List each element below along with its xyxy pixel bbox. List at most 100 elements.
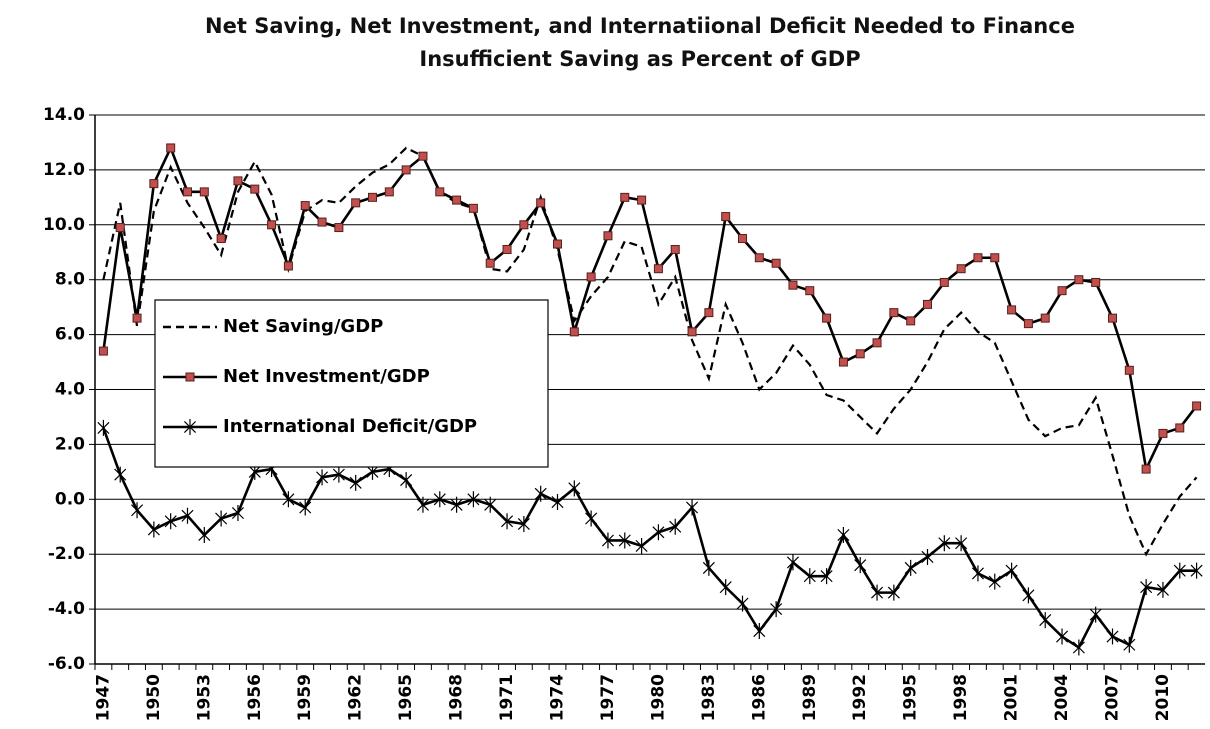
marker [317,217,327,227]
marker [721,212,731,222]
marker [955,535,968,552]
marker [484,496,497,513]
marker [786,554,799,571]
y-tick-label: 2.0 [55,434,85,454]
x-tick-label: 1947 [93,674,113,721]
marker [973,253,983,263]
marker [181,507,194,524]
marker [938,535,951,552]
y-tick-label: -4.0 [48,599,85,619]
marker [1141,464,1151,474]
marker [1192,401,1202,411]
marker [637,195,647,205]
marker [618,532,631,549]
marker [1158,428,1168,438]
marker [855,349,865,359]
marker [620,192,630,202]
marker [1156,581,1169,598]
legend-label: Net Investment/GDP [223,366,430,387]
marker [872,338,882,348]
marker [788,280,798,290]
marker [736,595,749,612]
marker [299,499,312,516]
marker [1022,587,1035,604]
x-tick-label: 1956 [245,674,265,721]
marker [502,245,512,255]
marker [719,579,732,596]
x-tick-label: 1965 [396,674,416,721]
marker [687,327,697,337]
x-tick-label: 1959 [295,674,315,721]
marker [467,491,480,508]
marker [586,272,596,282]
y-tick-label: 4.0 [55,380,85,400]
x-tick-label: 1977 [598,674,618,721]
marker [921,548,934,565]
marker [418,151,428,161]
marker [1106,628,1119,645]
x-tick-label: 2001 [1002,674,1022,721]
y-tick-label: 12.0 [43,160,85,180]
marker [854,557,867,574]
x-tick-label: 1992 [850,674,870,721]
marker [1005,562,1018,579]
marker [702,559,715,576]
x-tick-label: 1953 [194,674,214,721]
marker [267,220,277,230]
marker [164,513,177,530]
marker [1057,286,1067,296]
marker [452,195,462,205]
x-tick-label: 1995 [901,674,921,721]
marker [199,187,209,197]
marker [803,568,816,585]
marker [1175,423,1185,433]
marker [166,143,176,153]
marker [1123,636,1136,653]
legend-marker [183,419,197,435]
marker [653,264,663,274]
marker [551,494,564,511]
legend-label: Net Saving/GDP [223,316,383,337]
marker [971,565,984,582]
marker [416,496,429,513]
y-tick-label: 6.0 [55,325,85,345]
marker [216,234,226,244]
marker [1140,579,1153,596]
marker [316,469,329,486]
marker [889,308,899,318]
x-tick-label: 1989 [800,674,820,721]
chart-title: Net Saving, Net Investment, and Internat… [205,14,1075,38]
marker [1007,305,1017,315]
marker [517,516,530,533]
marker [670,245,680,255]
legend-marker [185,372,195,382]
marker [988,573,1001,590]
marker [114,466,127,483]
marker [97,419,110,436]
legend-box [154,299,549,468]
marker [233,176,243,186]
legend: Net Saving/GDP Net Investment/GDP Internat… [154,299,549,468]
marker [906,316,916,326]
marker [822,313,832,323]
marker [334,223,344,233]
x-tick-label: 2004 [1052,674,1072,721]
marker [1190,562,1203,579]
marker [1173,562,1186,579]
marker [332,466,345,483]
marker [250,184,260,194]
marker [601,532,614,549]
legend-label: International Deficit/GDP [223,416,477,437]
marker [704,308,714,318]
y-tick-label: 8.0 [55,270,85,290]
marker [183,187,192,197]
marker [468,203,478,213]
marker [738,234,747,244]
marker [300,201,310,211]
marker [603,231,613,241]
marker [435,187,445,197]
marker [1108,313,1117,323]
marker [534,485,547,502]
marker [1023,319,1033,329]
marker [283,261,293,271]
